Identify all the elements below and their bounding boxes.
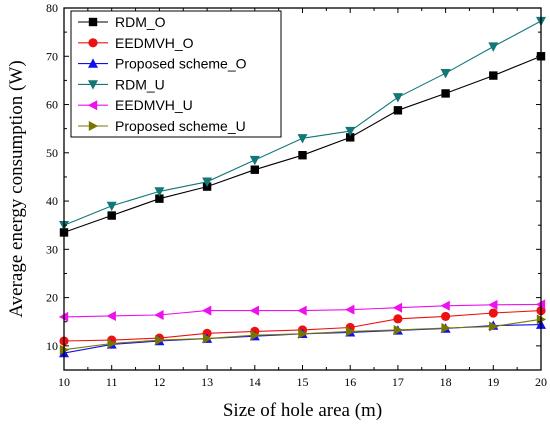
data-point (440, 300, 450, 311)
y-axis-title: Average energy consumption (W) (6, 60, 27, 317)
data-point (249, 305, 259, 316)
data-point (393, 314, 403, 324)
legend-entry-3: Proposed scheme_O (78, 56, 247, 72)
data-point (346, 133, 355, 142)
y-tick-label: 70 (46, 49, 58, 63)
legend-marker (88, 80, 98, 90)
data-point (202, 177, 213, 187)
x-axis-title: Size of hole area (m) (223, 400, 382, 421)
data-point (297, 134, 308, 144)
data-point (201, 305, 212, 316)
data-point (298, 151, 307, 160)
data-point (249, 155, 260, 166)
data-point (488, 308, 498, 318)
x-tick-label: 20 (535, 375, 547, 389)
x-tick-label: 12 (153, 375, 165, 389)
data-point (393, 106, 403, 115)
legend-label: Proposed scheme_U (115, 118, 246, 134)
legend-label: EEDMVH_U (115, 97, 193, 113)
data-point (393, 324, 404, 335)
data-point (440, 68, 451, 79)
legend-label: EEDMVH_O (115, 35, 194, 51)
legend-marker (88, 38, 98, 48)
data-point (107, 211, 116, 220)
legend-entry-4: RDM_U (78, 76, 165, 92)
data-point (345, 126, 356, 137)
y-tick-label: 50 (46, 146, 58, 160)
y-tick-label: 60 (46, 98, 58, 112)
data-point (155, 335, 165, 346)
data-point (441, 89, 450, 98)
data-point (298, 328, 308, 339)
y-tick-label: 80 (46, 1, 58, 15)
data-point (441, 323, 451, 334)
legend-entry-5: EEDMVH_U (78, 97, 193, 113)
series-5 (58, 299, 546, 322)
series-6 (59, 314, 547, 355)
x-tick-label: 18 (440, 375, 452, 389)
data-point (489, 321, 499, 332)
legend-marker (88, 58, 98, 68)
x-tick-label: 11 (106, 375, 118, 389)
data-point (106, 310, 116, 321)
data-point (107, 338, 117, 349)
data-point (154, 187, 165, 197)
legend-label: RDM_U (115, 76, 165, 92)
data-point (250, 165, 259, 174)
y-tick-label: 20 (46, 291, 58, 305)
x-tick-label: 19 (487, 375, 499, 389)
x-tick-label: 10 (58, 375, 70, 389)
y-tick-label: 10 (46, 339, 58, 353)
legend-entry-2: EEDMVH_O (78, 35, 194, 51)
data-point (154, 309, 164, 320)
axes: 10 11 12 13 14 15 16 17 18 19 20 10 20 30 40 50 60 70 80 (46, 1, 547, 389)
legend-marker (87, 100, 98, 111)
data-point (392, 302, 403, 313)
plot-area (58, 16, 547, 358)
x-tick-label: 17 (392, 375, 404, 389)
x-tick-label: 16 (344, 375, 356, 389)
x-tick-label: 13 (201, 375, 213, 389)
data-point (489, 71, 498, 80)
data-point (250, 330, 260, 341)
legend: RDM_O EEDMVH_O Proposed scheme_O RDM_U EEDMV… (70, 10, 282, 138)
data-point (106, 201, 117, 212)
data-point (441, 311, 451, 322)
legend-label: Proposed scheme_O (115, 56, 247, 72)
data-point (297, 305, 307, 316)
data-point (488, 299, 498, 310)
data-point (488, 42, 499, 52)
legend-entry-1: RDM_O (78, 14, 166, 30)
data-point (345, 304, 355, 315)
x-tick-label: 14 (249, 375, 261, 389)
data-point (346, 326, 356, 337)
legend-marker (88, 121, 99, 131)
y-tick-label: 30 (46, 242, 58, 256)
legend-box (70, 10, 282, 138)
legend-marker (88, 17, 98, 27)
y-tick-label: 40 (46, 194, 58, 208)
series-3 (59, 319, 546, 358)
legend-label: RDM_O (115, 14, 166, 30)
legend-entry-6: Proposed scheme_U (78, 118, 246, 134)
data-point (155, 194, 164, 203)
x-tick-label: 15 (297, 375, 309, 389)
series-4 (59, 16, 546, 231)
data-point (392, 93, 403, 103)
data-point (202, 333, 213, 344)
